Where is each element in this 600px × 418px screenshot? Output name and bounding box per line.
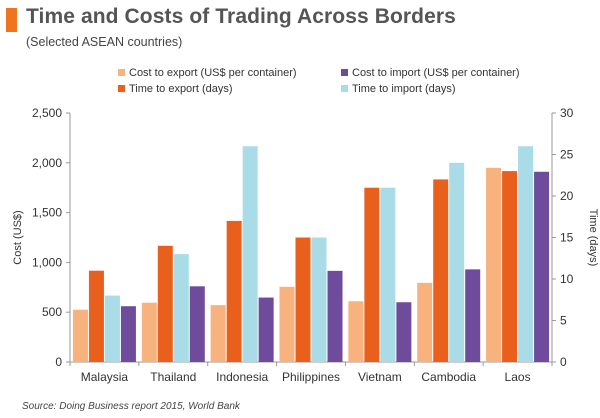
bar xyxy=(449,162,465,362)
bar xyxy=(417,282,433,362)
x-tick-label: Malaysia xyxy=(81,370,129,384)
legend-label: Cost to export (US$ per container) xyxy=(129,67,297,79)
y-left-tick-label: 1,500 xyxy=(32,206,62,220)
legend-label: Time to export (days) xyxy=(129,83,233,95)
bar xyxy=(465,269,481,362)
bar xyxy=(210,305,226,362)
y-left-tick-label: 500 xyxy=(42,305,62,319)
bar xyxy=(72,309,88,362)
bar xyxy=(502,171,518,362)
bar xyxy=(295,237,311,362)
bar xyxy=(364,187,380,362)
y-right-tick-label: 30 xyxy=(560,106,574,120)
x-tick-label: Philippines xyxy=(282,370,340,384)
legend-swatch xyxy=(118,85,125,92)
bar xyxy=(120,306,136,362)
bar xyxy=(534,171,550,362)
y-right-tick-label: 0 xyxy=(560,355,567,369)
bar xyxy=(486,167,502,362)
y-right-tick-label: 15 xyxy=(560,231,574,245)
chart-title: Time and Costs of Trading Across Borders xyxy=(26,5,456,28)
bar xyxy=(173,254,189,362)
bar xyxy=(279,286,295,362)
bar xyxy=(380,187,396,362)
source-note: Source: Doing Business report 2015, Worl… xyxy=(22,401,240,412)
title-accent-bar xyxy=(6,8,17,32)
y-axis-right-title: Time (days) xyxy=(587,209,599,267)
bar xyxy=(396,302,412,362)
y-left-tick-label: 2,000 xyxy=(32,156,62,170)
y-right-tick-label: 10 xyxy=(560,272,574,286)
y-left-tick-label: 2,500 xyxy=(32,106,62,120)
y-left-tick-label: 0 xyxy=(55,355,62,369)
y-left-tick-label: 1,000 xyxy=(32,255,62,269)
bar xyxy=(88,270,104,362)
bar xyxy=(348,301,364,362)
legend-swatch xyxy=(118,69,125,76)
x-tick-label: Thailand xyxy=(150,370,196,384)
y-right-tick-label: 25 xyxy=(560,148,574,162)
bar xyxy=(518,146,534,362)
x-tick-label: Indonesia xyxy=(216,370,268,384)
bar xyxy=(226,220,242,362)
bar xyxy=(157,245,173,362)
bar xyxy=(189,286,205,362)
bar xyxy=(104,295,120,362)
legend-swatch xyxy=(341,69,348,76)
y-right-tick-label: 20 xyxy=(560,189,574,203)
bar xyxy=(327,270,343,362)
x-tick-label: Laos xyxy=(505,370,531,384)
x-tick-label: Cambodia xyxy=(421,370,476,384)
bar xyxy=(242,146,258,362)
y-right-tick-label: 5 xyxy=(560,314,567,328)
y-axis-left-title: Cost (US$) xyxy=(12,210,24,264)
legend-label: Time to import (days) xyxy=(352,83,456,95)
x-tick-label: Vietnam xyxy=(358,370,402,384)
chart-subtitle: (Selected ASEAN countries) xyxy=(26,35,183,49)
bar xyxy=(258,297,274,362)
bar xyxy=(311,237,327,362)
bar xyxy=(433,179,449,362)
legend-swatch xyxy=(341,85,348,92)
bar xyxy=(141,302,157,362)
legend-label: Cost to import (US$ per container) xyxy=(352,67,520,79)
